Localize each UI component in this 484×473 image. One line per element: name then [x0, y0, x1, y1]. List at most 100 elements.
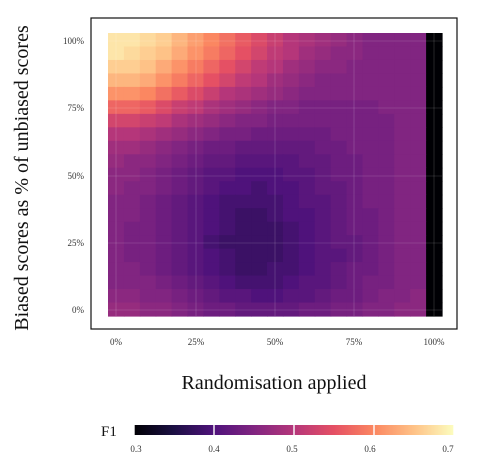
heatmap-cell — [108, 140, 125, 155]
heatmap-cell — [410, 208, 427, 223]
heatmap-cell — [187, 59, 205, 75]
heatmap-cell — [235, 302, 252, 317]
heatmap-cell — [346, 127, 364, 142]
heatmap-cell — [362, 86, 379, 101]
heatmap-cell — [251, 33, 268, 48]
heatmap-cell — [171, 275, 189, 290]
heatmap-cell — [298, 221, 316, 236]
heatmap-cell — [426, 275, 443, 290]
heatmap-cell — [330, 127, 348, 142]
heatmap-cell — [282, 127, 300, 142]
heatmap-cell — [298, 208, 316, 223]
heatmap-cell — [171, 262, 189, 277]
heatmap-cell — [394, 181, 411, 196]
heatmap-cell — [362, 127, 379, 142]
heatmap-cell — [123, 221, 141, 236]
legend-title: F1 — [101, 424, 117, 440]
heatmap-cell — [410, 235, 427, 250]
heatmap-cell — [187, 33, 205, 48]
heatmap-cell — [394, 86, 411, 101]
heatmap-cell — [171, 100, 189, 115]
heatmap-cell — [123, 289, 141, 304]
y-tick-label: 100% — [63, 36, 85, 46]
heatmap-cell — [171, 33, 189, 48]
heatmap-cell — [426, 221, 443, 236]
heatmap-cell — [267, 235, 284, 250]
heatmap-cell — [330, 275, 348, 290]
heatmap-cell — [410, 100, 427, 115]
heatmap-cell — [282, 167, 300, 182]
heatmap-cell — [298, 289, 316, 304]
heatmap-cell — [346, 262, 364, 277]
heatmap-cell — [346, 208, 364, 223]
heatmap-cell — [251, 46, 268, 61]
heatmap-cell — [171, 154, 189, 169]
heatmap-cell — [330, 181, 348, 196]
grid-lines — [108, 33, 442, 316]
heatmap-cell — [314, 59, 332, 75]
heatmap-cell — [171, 86, 189, 101]
heatmap-cell — [410, 262, 427, 277]
heatmap-cell — [251, 289, 268, 304]
heatmap-cell — [346, 154, 364, 169]
heatmap-cell — [362, 248, 379, 263]
heatmap-cell — [235, 140, 252, 155]
heatmap-cell — [267, 33, 284, 48]
heatmap-cell — [394, 113, 411, 128]
heatmap-cell — [362, 59, 379, 75]
heatmap-cell — [378, 86, 395, 101]
heatmap-cell — [410, 140, 427, 155]
heatmap-cell — [362, 208, 379, 223]
heatmap-cell — [251, 140, 268, 155]
heatmap-cell — [426, 248, 443, 263]
legend-tick-label: 0.6 — [364, 444, 376, 454]
heatmap-cell — [155, 127, 173, 142]
heatmap-cell — [314, 248, 332, 263]
heatmap-cell — [203, 73, 220, 88]
heatmap-cell — [187, 86, 205, 101]
heatmap-cell — [267, 86, 284, 101]
heatmap-cell — [378, 235, 395, 250]
heatmap-cell — [378, 33, 395, 48]
heatmap-cell — [219, 167, 236, 182]
heatmap-cell — [346, 181, 364, 196]
heatmap-cell — [155, 46, 173, 61]
heatmap-cell — [203, 221, 220, 236]
heatmap-cell — [203, 86, 220, 101]
heatmap-cell — [155, 113, 173, 128]
color-legend: F1 0.3 0.4 0.5 0.6 0.7 — [101, 424, 455, 454]
heatmap-cell — [267, 127, 284, 142]
heatmap-cell — [362, 100, 379, 115]
heatmap-cell — [187, 181, 205, 196]
heatmap-cell — [108, 59, 125, 75]
heatmap-cell — [219, 289, 236, 304]
heatmap-cell — [171, 194, 189, 209]
heatmap-cell — [123, 100, 141, 115]
heatmap-cell — [298, 194, 316, 209]
heatmap-cell — [187, 113, 205, 128]
heatmap-cell — [155, 208, 173, 223]
heatmap-cell — [187, 302, 205, 317]
heatmap-cell — [267, 167, 284, 182]
heatmap-cell — [346, 113, 364, 128]
heatmap-cell — [123, 248, 141, 263]
heatmap-cell — [251, 194, 268, 209]
heatmap-cell — [123, 59, 141, 75]
legend-tick-label: 0.4 — [208, 444, 220, 454]
heatmap-cell — [155, 289, 173, 304]
heatmap-cell — [426, 167, 443, 182]
heatmap-cell — [362, 33, 379, 48]
heatmap-cell — [251, 208, 268, 223]
heatmap-cell — [155, 248, 173, 263]
heatmap-cell — [330, 100, 348, 115]
heatmap-cell — [282, 235, 300, 250]
heatmap-cell — [155, 221, 173, 236]
heatmap-cell — [155, 154, 173, 169]
heatmap-cell — [378, 221, 395, 236]
heatmap-cell — [251, 127, 268, 142]
heatmap-cell — [282, 194, 300, 209]
heatmap-cell — [139, 235, 157, 250]
heatmap-cell — [362, 235, 379, 250]
heatmap-cell — [219, 154, 236, 169]
heatmap-cell — [378, 100, 395, 115]
